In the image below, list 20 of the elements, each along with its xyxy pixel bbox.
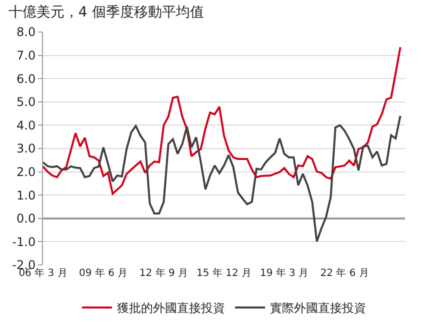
line-series: [43, 114, 402, 242]
x-tick-label: 22 年 6 月: [320, 267, 369, 279]
legend-label: 獲批的外國直接投資: [117, 301, 225, 316]
y-tick-label: 0.0: [16, 212, 36, 226]
y-tick-label: 6.0: [16, 72, 36, 86]
y-tick-label: 4.0: [16, 118, 36, 132]
y-tick-label: 1.0: [16, 188, 36, 202]
x-tick-label: 09 年 6 月: [79, 267, 128, 279]
chart-title: 十億美元，4 個季度移動平均值: [8, 4, 204, 20]
y-tick-label: 3.0: [16, 142, 36, 156]
legend-label: 實際外國直接投資: [270, 301, 366, 316]
y-tick-label: 7.0: [16, 48, 36, 62]
y-tick-label: 2.0: [16, 165, 36, 179]
y-tick-label: 5.0: [16, 95, 36, 110]
line-series: [43, 46, 402, 195]
x-tick-label: 19 年 3 月: [260, 267, 309, 279]
x-tick-label: 15 年 12 月: [196, 267, 252, 279]
y-tick-label: 8.0: [16, 25, 36, 40]
x-tick-label: 12 年 9 月: [139, 267, 188, 279]
y-tick-label: -1.0: [12, 234, 36, 249]
